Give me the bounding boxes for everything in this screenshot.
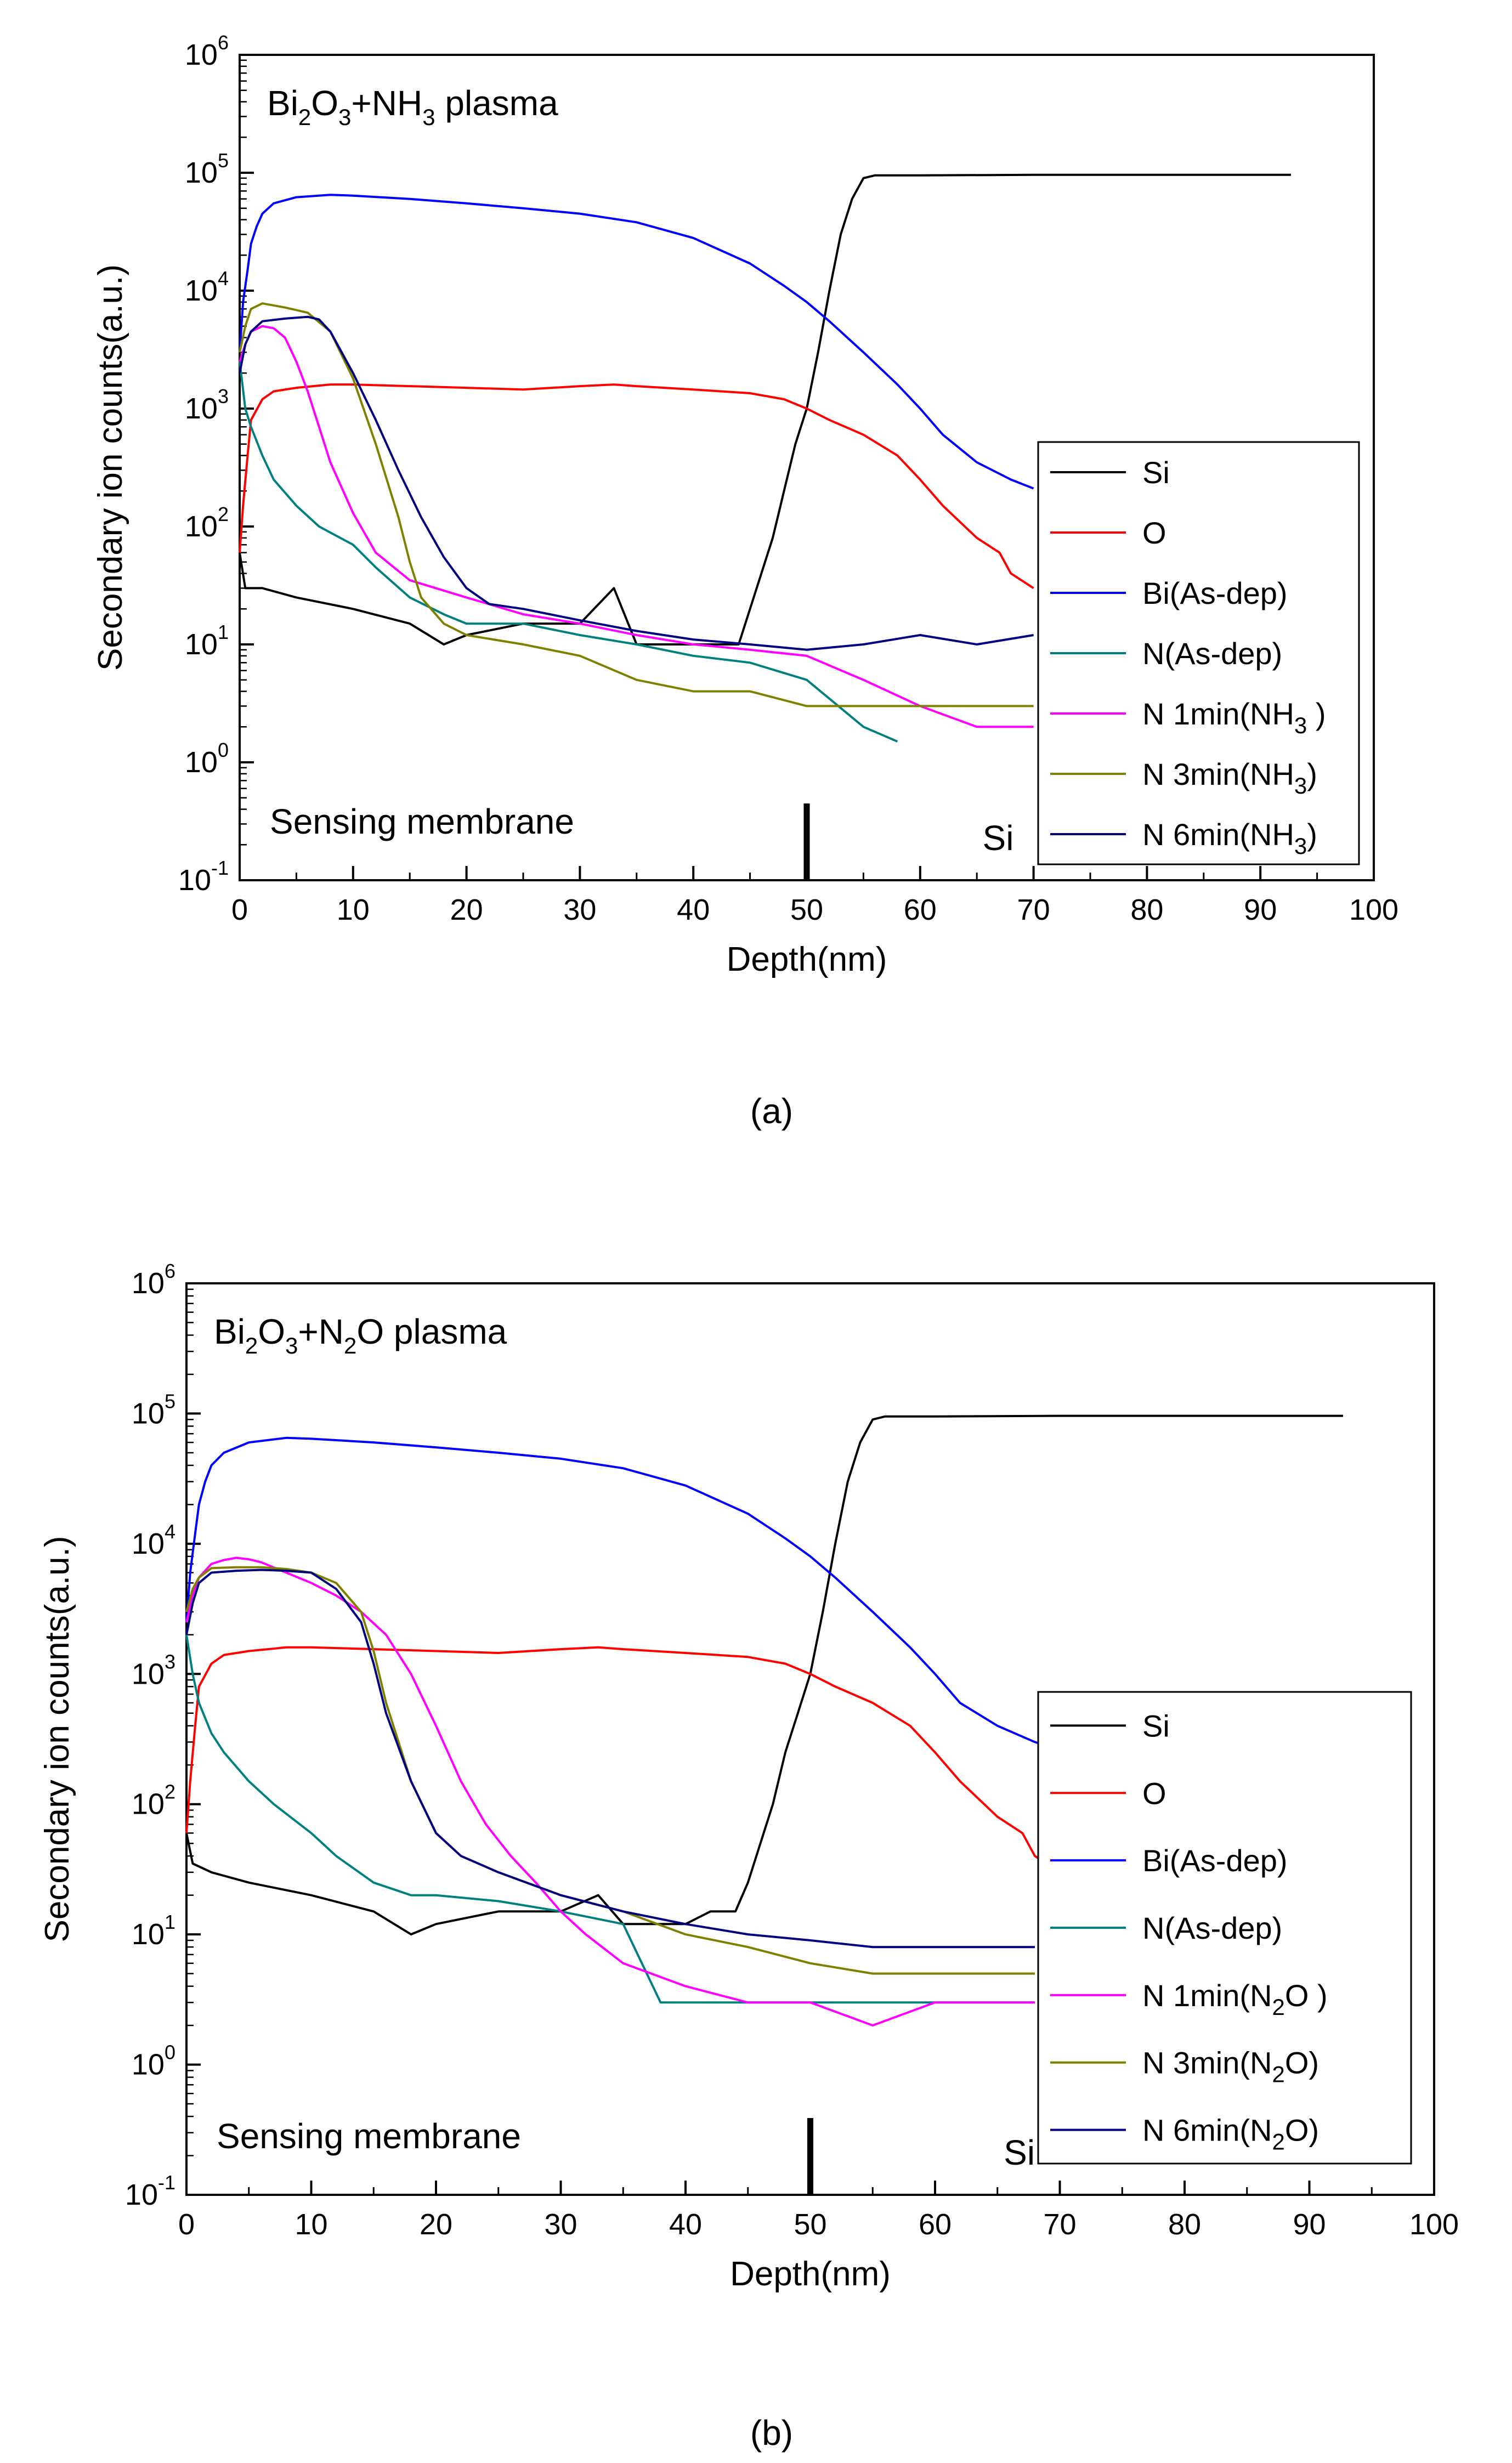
p1-y-axis-label: Secondary ion counts(a.u.) [38,1536,76,1943]
p0-x-axis-label: Depth(nm) [727,941,887,978]
caption-a: (a) [750,1091,793,1131]
p1-x-tick-label: 30 [544,2208,577,2241]
p0-x-tick-label: 40 [677,893,710,926]
p1-legend-entry: N 6min(N2O) [1142,2113,1319,2155]
p0-y-tick-label: 105 [185,149,229,189]
p0-y-axis-label: Secondary ion counts(a.u.) [92,264,129,671]
p1-plasma-annotation: Bi2O3+N2O plasma [214,1312,507,1358]
p1-legend: Si O Bi(As-dep) N(As-dep) N 1min(N2O ) N 3min… [1037,1691,1412,2165]
p0-y-tick-label: 10-1 [178,857,229,897]
p1-x-tick-label: 80 [1168,2208,1201,2241]
p0-series-n-1min [239,325,1034,728]
p1-y-tick-label: 105 [132,1390,175,1430]
p0-y-tick-label: 100 [185,739,229,779]
p0-legend-entry: N 1min(NH3 ) [1142,697,1326,738]
p1-x-tick-label: 90 [1293,2208,1326,2241]
p0-plasma-annotation: Bi2O3+NH3 plasma [267,83,558,130]
p0-legend-entry: Si [1142,455,1170,490]
p1-series-n-asdep [185,1634,1035,2004]
p0-region-label-membrane: Sensing membrane [270,802,574,841]
p0-x-tick-label: 10 [337,893,370,926]
p1-series-bi [185,1436,1061,1752]
p0-x-tick-label: 70 [1017,893,1050,926]
panel-a: 0 10 20 30 40 50 60 70 80 90 10010-110010110210310… [92,31,1398,978]
p1-series-n-3min [185,1566,1035,1975]
p1-series-o [185,1646,1061,1873]
p1-x-tick-label: 0 [178,2208,195,2241]
p0-x-tick-label: 50 [790,893,823,926]
p1-y-tick-label: 102 [132,1781,175,1821]
p0-x-tick-label: 30 [563,893,596,926]
p0-region-label-si: Si [983,818,1014,858]
p1-x-tick-label: 60 [919,2208,952,2241]
caption-b: (b) [750,2413,793,2453]
p0-x-tick-label: 0 [231,893,248,926]
p1-series-n-1min [185,1556,1035,2027]
p0-legend-entry: N(As-dep) [1142,636,1282,671]
p0-x-tick-label: 20 [450,893,483,926]
p1-legend-entry: O [1142,1776,1166,1810]
p0-series-o [239,383,1034,590]
p1-x-tick-label: 100 [1409,2208,1459,2241]
p1-series-group [185,1414,1343,2027]
p1-y-tick-label: 103 [132,1650,175,1690]
p1-x-tick-label: 70 [1043,2208,1076,2241]
p1-region-label-si: Si [1004,2133,1035,2172]
p1-y-tick-label: 101 [132,1911,175,1951]
p1-x-tick-label: 10 [295,2208,327,2241]
p0-series-n-3min [239,302,1034,707]
p0-series-n-6min [239,315,1034,651]
p0-y-tick-label: 102 [185,503,229,543]
p1-y-tick-label: 100 [132,2041,175,2081]
p0-series-n-asdep [239,361,898,743]
p0-x-tick-label: 100 [1349,893,1398,926]
p0-x-axis: 0 10 20 30 40 50 60 70 80 90 100 [231,866,1398,926]
p1-legend-entry: N 3min(N2O) [1142,2046,1319,2087]
p1-series-si [185,1414,1343,1936]
p1-y-tick-label: 104 [132,1520,175,1560]
p0-series-bi [239,194,1034,490]
p1-x-axis: 0 10 20 30 40 50 60 70 80 90 100 [178,2181,1459,2241]
p0-y-tick-label: 106 [185,31,229,71]
p1-y-tick-label: 10-1 [125,2171,175,2211]
p1-x-tick-label: 40 [669,2208,702,2241]
p1-series-n-6min [185,1569,1035,1949]
p1-y-tick-label: 106 [132,1260,175,1300]
p1-x-tick-label: 20 [420,2208,452,2241]
p0-x-tick-label: 80 [1130,893,1163,926]
p0-y-tick-label: 103 [185,385,229,425]
p0-legend-entry: O [1142,516,1166,550]
p1-legend-entry: Bi(As-dep) [1142,1843,1288,1878]
p1-x-axis-label: Depth(nm) [730,2255,891,2293]
p0-legend-entry: N 3min(NH3) [1142,757,1317,799]
p0-x-tick-label: 90 [1244,893,1277,926]
p0-series-si [239,173,1291,646]
p0-legend: Si O Bi(As-dep) N(As-dep) N 1min(NH3 ) N 3min… [1037,441,1360,865]
p1-y-axis: 10-1 100 101 102 103 104 105 106 [125,1260,201,2211]
p0-y-tick-label: 104 [185,267,229,307]
p1-x-tick-label: 50 [794,2208,826,2241]
p0-legend-entry: Bi(As-dep) [1142,576,1288,610]
panel-b: 0 10 20 30 40 50 60 70 80 90 10010-110010110210310… [38,1260,1459,2293]
p1-legend-entry: Si [1142,1708,1170,1743]
p0-y-axis: 10-1 100 101 102 103 104 105 106 [178,31,254,897]
p0-x-tick-label: 60 [904,893,937,926]
p1-region-label-membrane: Sensing membrane [217,2116,521,2156]
p0-y-tick-label: 101 [185,621,229,661]
p1-legend-entry: N(As-dep) [1142,1911,1282,1945]
p0-legend-entry: N 6min(NH3) [1142,817,1317,859]
p1-legend-entry: N 1min(N2O ) [1142,1978,1328,2020]
p0-series-group [239,173,1291,743]
